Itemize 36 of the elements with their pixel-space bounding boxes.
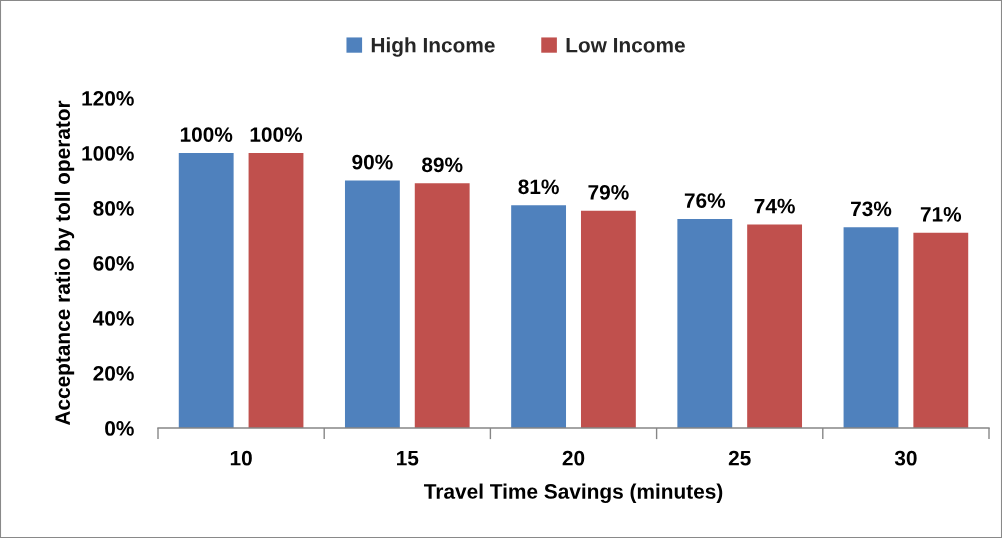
x-axis-title: Travel Time Savings (minutes) — [423, 483, 723, 504]
bar — [248, 153, 304, 428]
y-tick-label: 120% — [82, 91, 134, 106]
y-tick-label: 0% — [105, 421, 134, 436]
x-tick-label: 30 — [894, 450, 917, 466]
x-tick-label: 20 — [562, 450, 585, 466]
bar — [511, 205, 567, 428]
data-label: 81% — [518, 179, 559, 195]
bar — [913, 232, 969, 428]
data-label: 71% — [920, 206, 962, 222]
x-tick-label: 25 — [728, 450, 751, 466]
y-tick-label: 60% — [93, 256, 134, 271]
y-axis-title: Acceptance ratio by toll operator — [54, 100, 75, 426]
y-tick-label: 100% — [82, 146, 134, 161]
y-tick-label: 80% — [93, 201, 134, 216]
data-label: 89% — [422, 157, 463, 173]
data-label: 90% — [352, 154, 393, 170]
data-label: 79% — [588, 184, 629, 200]
data-label: 74% — [754, 198, 795, 214]
bar — [178, 153, 234, 428]
bar — [843, 227, 899, 428]
x-tick-label: 15 — [397, 450, 419, 466]
bar — [747, 224, 803, 428]
bar — [677, 219, 733, 428]
legend-label: Low Income — [566, 38, 685, 53]
data-label: 100% — [250, 127, 303, 142]
data-label: 76% — [684, 193, 726, 208]
data-label: 73% — [851, 201, 892, 217]
data-label: 100% — [180, 127, 233, 142]
y-tick-label: 40% — [93, 311, 134, 326]
bar — [414, 183, 470, 428]
x-tick-label: 10 — [230, 450, 252, 466]
bar — [580, 210, 636, 428]
y-tick-label: 20% — [93, 366, 134, 381]
legend-label: High Income — [371, 37, 495, 57]
bar — [344, 180, 400, 428]
